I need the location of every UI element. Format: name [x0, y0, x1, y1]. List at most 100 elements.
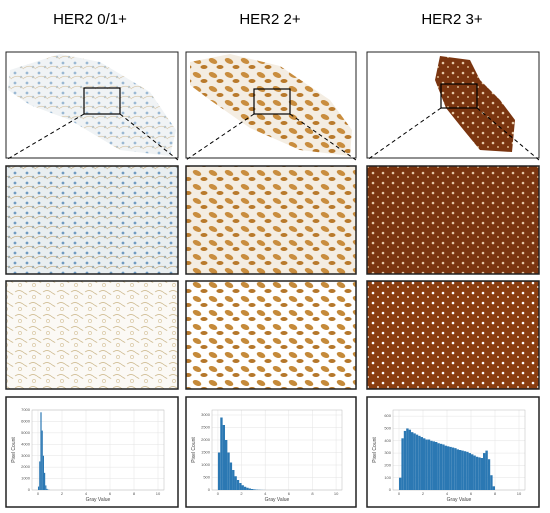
- y-tick-label: 100: [384, 475, 391, 480]
- y-tick-label: 3000: [201, 412, 211, 417]
- bar: [423, 438, 426, 490]
- x-axis-label: Gray Value: [265, 497, 290, 503]
- y-tick-label: 0: [28, 487, 31, 492]
- bar: [229, 462, 233, 490]
- y-tick-label: 400: [384, 438, 391, 443]
- x-tick-label: 2: [422, 491, 425, 496]
- x-tick-label: 4: [446, 491, 449, 496]
- bar: [475, 456, 479, 490]
- y-tick-label: 0: [208, 487, 211, 492]
- bar: [420, 437, 423, 490]
- bar: [248, 488, 251, 490]
- y-tick-label: 600: [384, 413, 391, 418]
- y-tick-label: 6000: [21, 418, 31, 423]
- dab-image: [366, 280, 540, 390]
- y-tick-label: 1000: [21, 476, 31, 481]
- x-tick-label: 4: [264, 491, 267, 496]
- bar: [403, 430, 407, 490]
- bar: [461, 450, 464, 490]
- y-tick-label: 2000: [201, 437, 211, 442]
- zoom-box: [83, 87, 121, 115]
- bar: [487, 459, 491, 490]
- bar: [430, 440, 433, 490]
- bar: [225, 440, 228, 490]
- bar: [485, 450, 488, 490]
- tissue: [435, 56, 515, 152]
- x-tick-label: 2: [240, 491, 243, 496]
- bar: [222, 425, 225, 490]
- x-axis-label: Gray Value: [86, 497, 111, 503]
- overview-panels: [5, 51, 540, 161]
- bar: [444, 445, 447, 490]
- x-tick-label: 10: [517, 491, 522, 496]
- x-tick-label: 2: [61, 491, 64, 496]
- dab-image: [185, 280, 357, 390]
- y-tick-label: 500: [384, 426, 391, 431]
- bar: [473, 455, 476, 490]
- bar: [246, 487, 249, 490]
- x-tick-label: 4: [85, 491, 88, 496]
- zoom-image: [185, 165, 357, 275]
- y-tick-label: 300: [384, 450, 391, 455]
- bar: [447, 446, 450, 490]
- bar: [253, 489, 256, 490]
- zoom-box: [253, 88, 291, 115]
- bar: [468, 453, 471, 490]
- zoom-image: [5, 165, 179, 275]
- bar: [456, 449, 459, 490]
- bar: [45, 485, 47, 490]
- y-axis-label: Pixel Count: [11, 437, 17, 463]
- bar: [41, 430, 43, 490]
- bar: [449, 446, 452, 490]
- plot-area: [31, 409, 165, 491]
- bar: [220, 417, 223, 490]
- x-tick-label: 10: [334, 491, 339, 496]
- bar: [236, 480, 240, 490]
- zoom-lines: [5, 107, 540, 161]
- x-tick-label: 0: [398, 491, 401, 496]
- x-tick-label: 8: [311, 491, 314, 496]
- bar: [227, 452, 230, 490]
- bar: [415, 434, 419, 490]
- bar: [439, 443, 443, 490]
- zoom-image: [366, 165, 540, 275]
- x-tick-label: 8: [133, 491, 136, 496]
- y-tick-label: 7000: [21, 407, 31, 412]
- y-tick-label: 2500: [201, 425, 211, 430]
- bar: [454, 448, 457, 490]
- bar: [38, 486, 40, 490]
- bar: [435, 442, 438, 490]
- bar: [466, 451, 469, 490]
- y-tick-label: 0: [389, 487, 392, 492]
- x-tick-label: 6: [288, 491, 291, 496]
- bar: [442, 444, 445, 490]
- bar: [39, 461, 41, 490]
- tissue: [190, 54, 352, 156]
- column-title: HER2 2+: [239, 11, 301, 28]
- y-tick-label: 2000: [21, 464, 31, 469]
- y-axis-label: Pixel Count: [372, 437, 378, 463]
- bar: [241, 485, 244, 490]
- bar: [217, 452, 221, 490]
- bar: [234, 476, 237, 490]
- bar: [432, 441, 435, 490]
- bar: [251, 489, 254, 490]
- bar: [425, 439, 428, 490]
- bar: [40, 412, 42, 490]
- dab-image: [5, 280, 179, 390]
- x-tick-label: 8: [494, 491, 497, 496]
- bar: [490, 475, 493, 490]
- bar: [42, 455, 44, 490]
- bar: [46, 488, 48, 490]
- plot-area: [211, 409, 343, 491]
- tissue: [8, 54, 176, 156]
- bar: [483, 453, 486, 490]
- bar: [406, 428, 409, 490]
- y-axis-label: Pixel Count: [191, 437, 197, 463]
- bar: [463, 451, 467, 490]
- bar: [459, 450, 462, 490]
- bar: [492, 486, 495, 490]
- column-title: HER2 0/1+: [53, 11, 127, 28]
- bar: [451, 447, 455, 490]
- bar: [427, 439, 431, 490]
